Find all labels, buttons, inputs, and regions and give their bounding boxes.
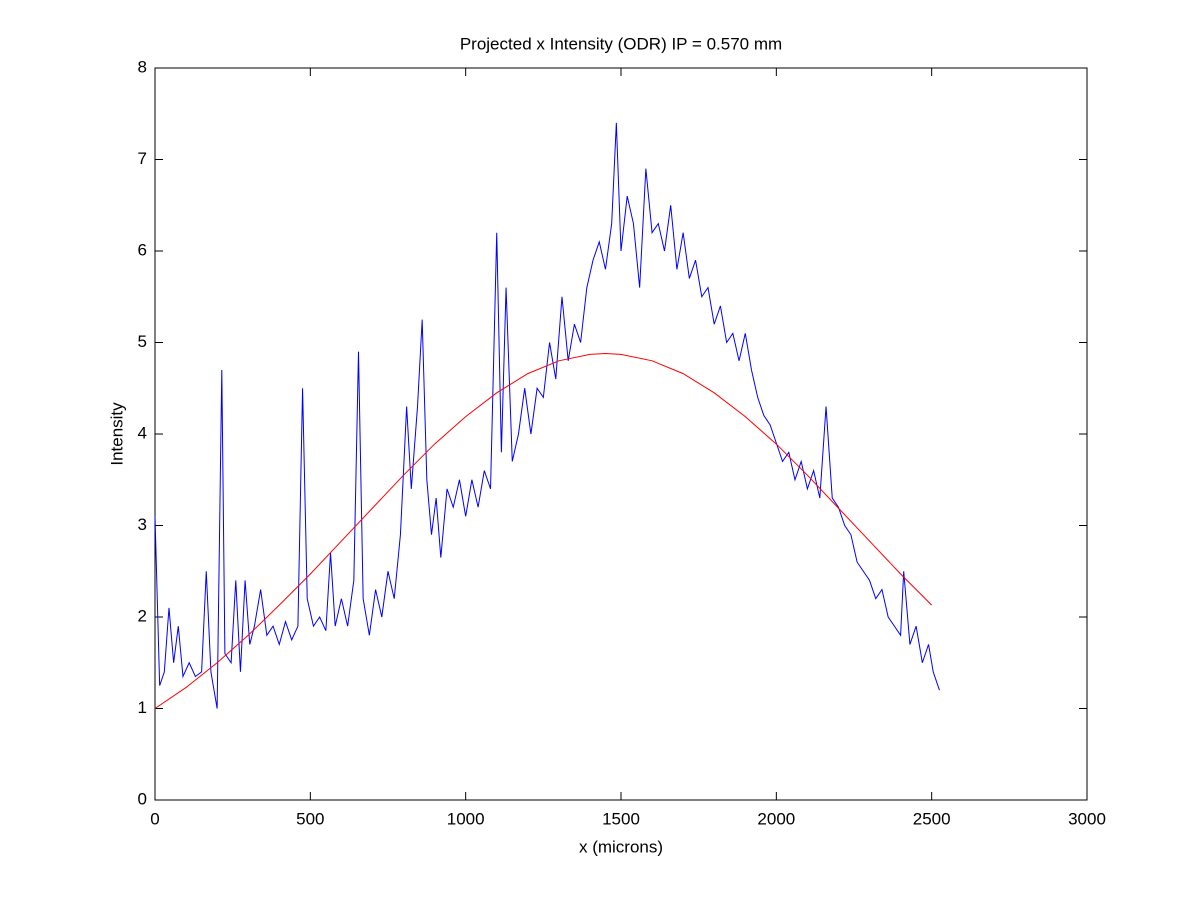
x-tick-label: 0 bbox=[150, 809, 159, 828]
x-tick-label: 500 bbox=[296, 809, 324, 828]
data-line bbox=[154, 352, 933, 709]
chart-title: Projected x Intensity (ODR) IP = 0.570 m… bbox=[460, 34, 782, 53]
x-axis-label: x (microns) bbox=[579, 837, 663, 856]
plot-frame bbox=[154, 67, 1088, 801]
y-tick-label: 8 bbox=[138, 57, 147, 76]
y-tick-label: 4 bbox=[138, 423, 147, 442]
y-tick-label: 7 bbox=[138, 149, 147, 168]
y-tick-label: 2 bbox=[138, 606, 147, 625]
x-tick-label: 2000 bbox=[757, 809, 795, 828]
y-tick-label: 0 bbox=[138, 789, 147, 808]
x-tick-label: 3000 bbox=[1068, 809, 1106, 828]
y-axis-label: Intensity bbox=[107, 402, 126, 466]
y-tick-label: 1 bbox=[138, 698, 147, 717]
data-line bbox=[154, 122, 940, 709]
x-tick-label: 1000 bbox=[447, 809, 485, 828]
x-tick-label: 1500 bbox=[602, 809, 640, 828]
y-tick-label: 6 bbox=[138, 240, 147, 259]
x-tick-label: 2500 bbox=[913, 809, 951, 828]
y-tick-label: 3 bbox=[138, 515, 147, 534]
y-tick-label: 5 bbox=[138, 332, 147, 351]
